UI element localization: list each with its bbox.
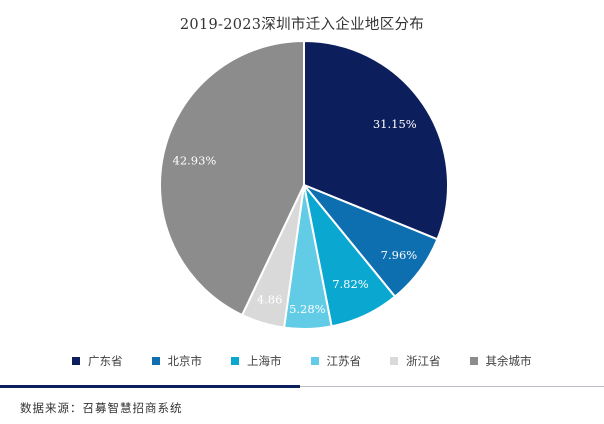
legend-label: 浙江省 (406, 354, 441, 368)
legend-item-4: 江苏省 (310, 353, 362, 369)
source-note: 数据来源：召募智慧招商系统 (20, 401, 183, 415)
legend-swatch (231, 357, 239, 365)
legend-item-3: 上海市 (231, 353, 282, 369)
pie-slice-label-6: 42.93% (173, 153, 217, 167)
footer-divider-accent (0, 385, 300, 388)
pie-slice-label-4: 5.28% (289, 302, 326, 316)
pie-slice-label-5: 4.86 (257, 292, 283, 306)
legend-label: 上海市 (247, 354, 282, 368)
chart-title: 2019-2023深圳市迁入企业地区分布 (179, 17, 425, 33)
legend-item-5: 浙江省 (390, 353, 441, 369)
pie-slice-1 (303, 39, 449, 241)
legend-swatch (310, 357, 319, 365)
legend-item-6: 其余城市 (469, 353, 532, 369)
legend-swatch (390, 357, 398, 365)
legend-item-1: 广东省 (72, 353, 123, 369)
footer-divider (300, 386, 604, 387)
legend-label: 广东省 (88, 354, 123, 368)
legend-swatch (72, 357, 80, 365)
chart-legend: 广东省 北京市 上海市 江苏省 浙江省 其余城市 (72, 352, 542, 370)
legend-item-2: 北京市 (151, 353, 203, 369)
legend-label: 北京市 (167, 354, 203, 368)
legend-swatch (151, 357, 160, 365)
legend-label: 江苏省 (326, 354, 362, 368)
legend-label: 其余城市 (485, 354, 532, 368)
pie-slice-label-3: 7.82% (332, 277, 369, 291)
legend-swatch (469, 357, 478, 365)
pie-slice-label-2: 7.96% (381, 248, 418, 262)
pie-slice-6 (159, 39, 305, 317)
pie-slice-label-1: 31.15% (373, 117, 417, 131)
